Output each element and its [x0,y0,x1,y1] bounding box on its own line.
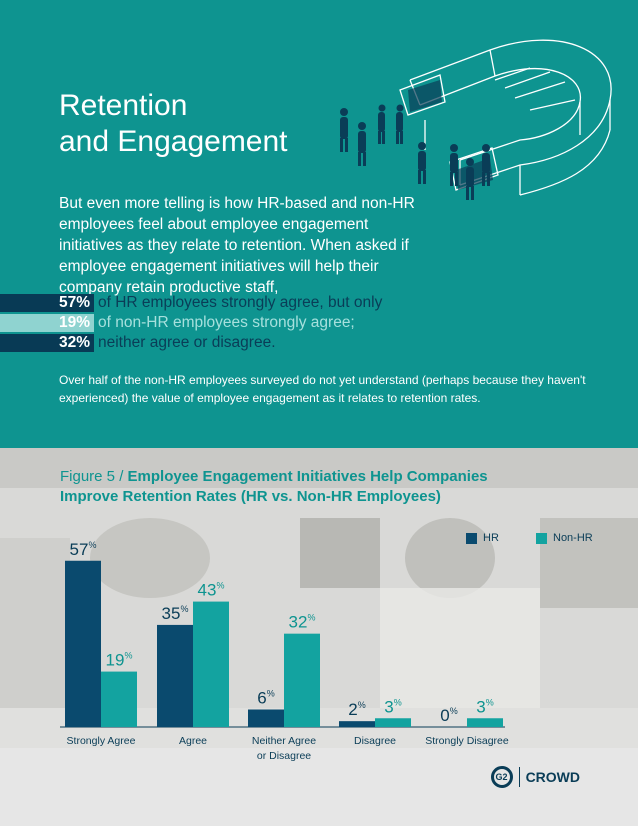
figure-lead: Figure 5 / [60,468,128,485]
data-label-hr-2: 6% [257,689,274,708]
data-label-hr-4: 0% [440,706,457,725]
page-title: Retention and Engagement [59,88,288,160]
bar-nonhr-0 [101,671,137,727]
data-label-hr-0: 57% [70,540,97,559]
figure-title-text: Employee Engagement Initiatives Help Com… [60,468,488,505]
bar-hr-3 [339,721,375,727]
intro-paragraph: But even more telling is how HR-based an… [59,195,415,296]
category-label-2: Neither Agree [252,735,316,747]
header-section: Retention and Engagement But even more t… [0,0,638,448]
data-label-nonhr-1: 43% [198,581,225,600]
data-label-nonhr-2: 32% [289,613,316,632]
bar-nonhr-2 [284,633,320,727]
category-label-4: Strongly Disagree [425,735,509,747]
legend-label-hr: HR [483,532,499,544]
stat-hr-strongly-agree: 57% of HR employees strongly agree, but … [0,293,382,313]
figure-title: Figure 5 / Employee Engagement Initiativ… [60,467,500,507]
g2-crowd-logo: G2 CROWD [490,766,580,788]
category-label-1: Agree [179,735,207,747]
legend-item-nonhr: Non-HR [536,532,593,544]
title-line-2: and Engagement [59,125,288,158]
bar-hr-0 [65,560,101,727]
g2-icon: G2 [490,766,513,788]
stat-text: of non-HR employees strongly agree; [98,314,355,331]
legend-label-nonhr: Non-HR [553,532,593,544]
data-label-hr-3: 2% [348,700,365,719]
legend-swatch-nonhr [536,532,547,544]
data-label-hr-1: 35% [162,604,189,623]
legend-swatch-hr [466,532,477,544]
category-label-2: or Disagree [257,750,311,762]
data-label-nonhr-4: 3% [476,697,493,716]
bar-hr-2 [248,709,284,727]
people-illustration [340,104,490,200]
brand-name: CROWD [525,769,580,785]
stat-value: 32% [0,334,94,352]
data-label-nonhr-0: 19% [106,651,133,670]
data-label-nonhr-3: 3% [384,697,401,716]
legend-item-hr: HR [466,532,499,544]
stat-value: 19% [0,314,94,332]
stat-text: neither agree or disagree. [98,334,276,351]
logo-divider [518,767,520,787]
stat-nonhr-strongly-agree: 19% of non-HR employees strongly agree; [0,313,355,333]
bar-nonhr-3 [375,718,411,727]
title-line-1: Retention [59,89,188,122]
stat-text: of HR employees strongly agree, but only [98,294,383,311]
bar-chart: 57% 19% Strongly Agree 35% 43% Agree 6% 32% Neit… [60,540,509,762]
bar-nonhr-1 [193,601,229,727]
stat-neither: 32% neither agree or disagree. [0,333,276,353]
stat-value: 57% [0,294,94,312]
category-label-0: Strongly Agree [67,735,136,747]
note-paragraph: Over half of the non-HR employees survey… [59,373,586,405]
bar-hr-1 [157,624,193,727]
category-label-3: Disagree [354,735,396,747]
bar-nonhr-4 [467,718,503,727]
